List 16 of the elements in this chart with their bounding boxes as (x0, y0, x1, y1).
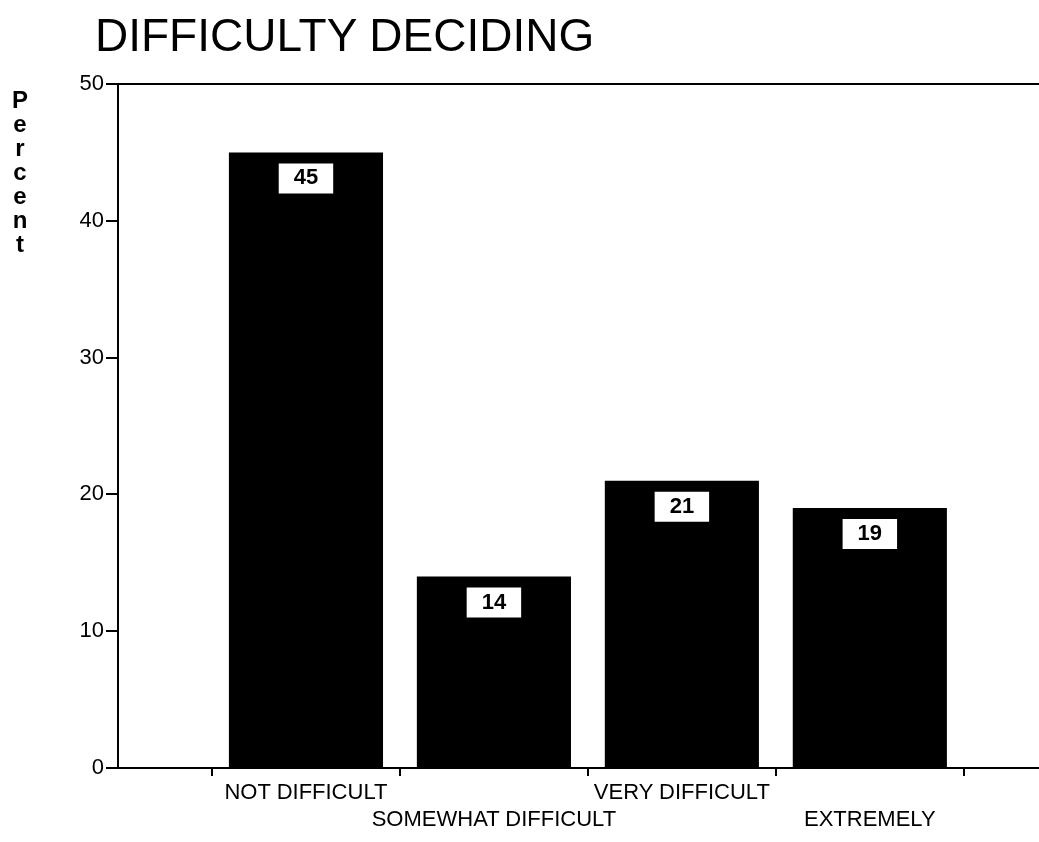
x-tick-label: EXTREMELY (804, 805, 936, 831)
y-tick-label: 0 (91, 754, 104, 780)
data-label: 45 (293, 164, 319, 190)
x-tick-label: SOMEWHAT DIFFICULT (371, 805, 617, 831)
data-label: 21 (669, 492, 695, 518)
chart-title: DIFFICULTY DECIDING (95, 8, 595, 62)
y-tick-label: 50 (79, 70, 104, 96)
y-tick-label: 10 (79, 617, 104, 643)
y-tick-label: 30 (79, 343, 104, 369)
data-label: 19 (857, 520, 883, 546)
y-axis-title: Percent (11, 86, 29, 257)
x-tick-label: NOT DIFFICULT (224, 779, 388, 805)
x-tick-label: VERY DIFFICULT (593, 779, 770, 805)
y-tick-label: 20 (79, 480, 104, 506)
y-tick-label: 40 (79, 206, 104, 232)
data-label: 14 (481, 588, 507, 614)
